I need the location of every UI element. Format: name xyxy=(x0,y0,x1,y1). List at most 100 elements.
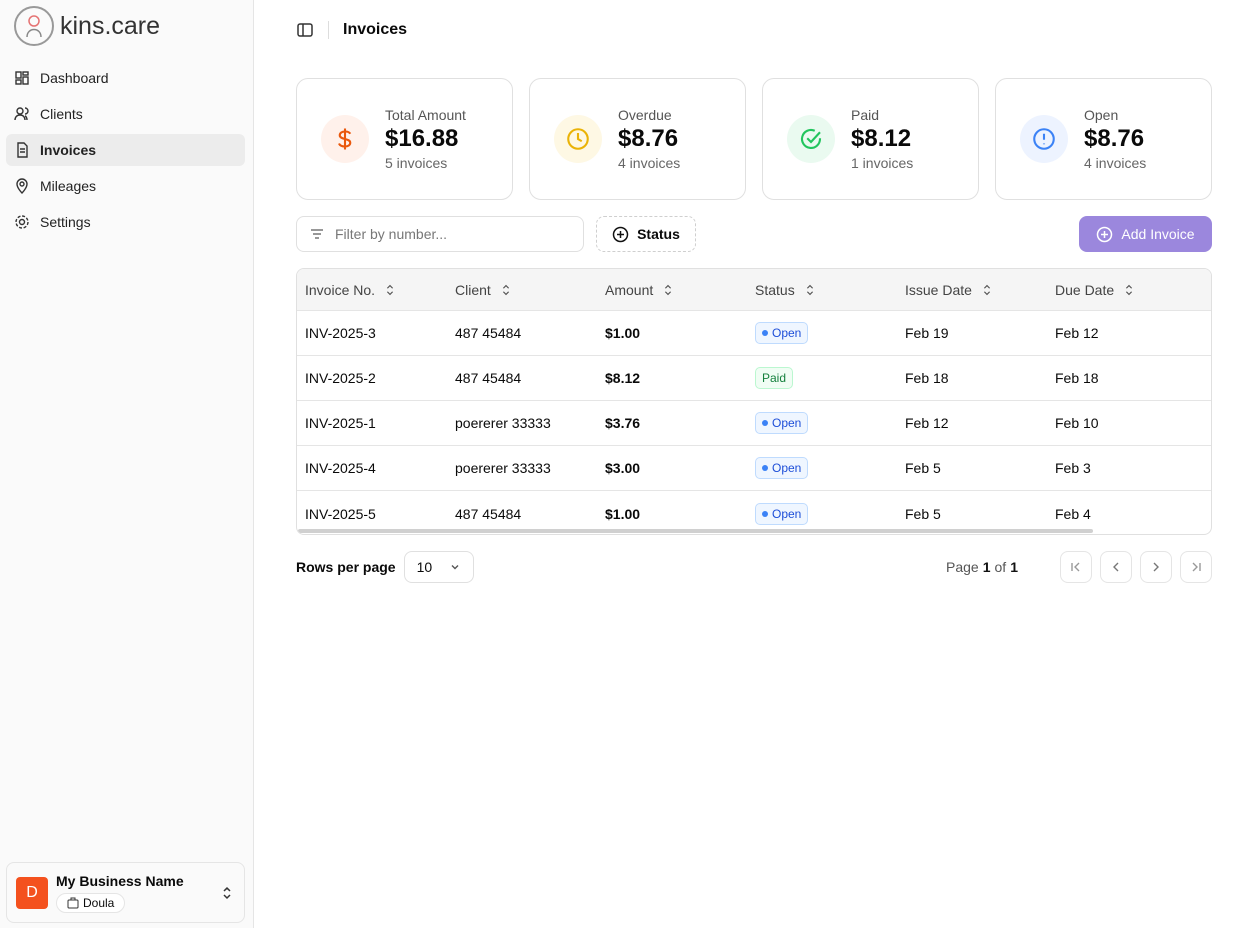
rows-per-page-value: 10 xyxy=(416,559,433,575)
column-header[interactable]: Client xyxy=(447,282,597,298)
filter-placeholder: Filter by number... xyxy=(335,226,448,242)
table-cell: Feb 19 xyxy=(897,325,1047,341)
status-filter-label: Status xyxy=(637,226,680,242)
table-cell: 487 45484 xyxy=(447,370,597,386)
business-switcher[interactable]: D My Business Name Doula xyxy=(6,862,245,923)
status-text: Open xyxy=(772,416,802,430)
sidebar-toggle[interactable] xyxy=(296,21,314,39)
prev-page[interactable] xyxy=(1100,551,1132,583)
logo xyxy=(14,6,54,46)
nav-label: Settings xyxy=(40,214,91,230)
cell-text: Feb 5 xyxy=(905,505,941,522)
brand-name: kins.care xyxy=(60,11,161,40)
filter-input[interactable]: Filter by number... xyxy=(296,216,584,252)
of-label: of xyxy=(994,559,1007,575)
table-row[interactable]: INV-2025-5 487 45484 $1.00 Open Feb 5 Feb 4 xyxy=(297,491,1211,534)
role-badge: Doula xyxy=(56,892,126,913)
cell-text: INV-2025-5 xyxy=(305,505,376,522)
card-text: Overdue $8.76 4 invoices xyxy=(618,107,680,171)
cell-text: INV-2025-3 xyxy=(305,325,376,341)
column-label: Issue Date xyxy=(905,281,972,298)
cell-text: Feb 4 xyxy=(1055,505,1091,522)
table-cell: Open xyxy=(747,412,897,434)
card-amount: $8.76 xyxy=(618,125,679,152)
invoice-table: Invoice No. Client Amount Status Issue Date D… xyxy=(296,268,1212,535)
card-label: Paid xyxy=(851,107,880,123)
nav-item[interactable]: Settings xyxy=(6,206,245,238)
column-header[interactable]: Due Date xyxy=(1047,282,1197,298)
cell-text: Feb 5 xyxy=(905,460,941,476)
table-cell: $1.00 xyxy=(597,325,747,341)
column-header[interactable]: Status xyxy=(747,282,897,298)
nav-label: Dashboard xyxy=(40,70,109,86)
column-header[interactable]: Invoice No. xyxy=(297,282,447,298)
card-text: Total Amount $16.88 5 invoices xyxy=(385,107,466,171)
status-text: Open xyxy=(772,461,802,475)
header: Invoices xyxy=(296,14,407,46)
nav-item[interactable]: Dashboard xyxy=(6,62,245,94)
table-cell: $3.76 xyxy=(597,415,747,431)
cell-text: $1.00 xyxy=(605,505,641,522)
status-dot xyxy=(762,330,768,336)
table-cell: Feb 4 xyxy=(1047,506,1197,522)
table-header: Invoice No. Client Amount Status Issue Date D… xyxy=(297,269,1211,311)
cell-text: Feb 18 xyxy=(905,370,949,386)
table-cell: INV-2025-4 xyxy=(297,460,447,476)
card-icon xyxy=(321,115,369,163)
nav-item[interactable]: Invoices xyxy=(6,134,245,166)
rows-per-page: Rows per page 10 xyxy=(296,551,474,583)
status-badge: Open xyxy=(755,502,809,525)
status-dot xyxy=(762,465,768,471)
nav-item[interactable]: Clients xyxy=(6,98,245,130)
summary-card: Paid $8.12 1 invoices xyxy=(762,78,979,200)
nav-label: Invoices xyxy=(40,142,97,158)
column-header[interactable]: Issue Date xyxy=(897,282,1047,298)
add-invoice-button[interactable]: Add Invoice xyxy=(1079,216,1212,252)
column-label: Amount xyxy=(605,281,654,298)
cell-text: $3.00 xyxy=(605,460,641,476)
nav-item[interactable]: Mileages xyxy=(6,170,245,202)
cell-text: poererer 33333 xyxy=(455,460,551,476)
table-row[interactable]: INV-2025-4 poererer 33333 $3.00 Open Feb 5 Fe… xyxy=(297,446,1211,491)
last-page[interactable] xyxy=(1180,551,1212,583)
card-text: Open $8.76 4 invoices xyxy=(1084,107,1146,171)
column-label: Invoice No. xyxy=(305,281,376,298)
next-page[interactable] xyxy=(1140,551,1172,583)
cell-text: INV-2025-1 xyxy=(305,415,376,431)
status-badge: Open xyxy=(755,412,809,434)
page-title: Invoices xyxy=(343,21,408,38)
status-dot xyxy=(762,510,768,517)
card-amount: $8.12 xyxy=(851,125,912,152)
cell-text: 487 45484 xyxy=(455,370,522,386)
cell-text: 487 45484 xyxy=(455,505,522,522)
table-cell: $3.00 xyxy=(597,460,747,476)
status-badge: Open xyxy=(755,322,809,344)
card-icon xyxy=(554,115,602,163)
status-filter[interactable]: Status xyxy=(596,216,696,252)
nav-label: Mileages xyxy=(40,178,97,194)
cell-text: Feb 12 xyxy=(1055,325,1099,341)
rows-per-page-label: Rows per page xyxy=(296,559,396,575)
card-label: Overdue xyxy=(618,107,672,123)
column-header[interactable]: Amount xyxy=(597,282,747,298)
table-row[interactable]: INV-2025-2 487 45484 $8.12 Paid Feb 18 Feb 18 xyxy=(297,356,1211,401)
column-label: Due Date xyxy=(1055,281,1115,298)
rows-per-page-select[interactable]: 10 xyxy=(403,551,474,583)
card-label: Total Amount xyxy=(385,107,466,123)
table-row[interactable]: INV-2025-3 487 45484 $1.00 Open Feb 19 Feb 12 xyxy=(297,311,1211,356)
table-cell: Feb 5 xyxy=(897,506,1047,522)
table-cell: Open xyxy=(747,322,897,344)
cell-text: Feb 18 xyxy=(1055,370,1099,386)
card-amount: $8.76 xyxy=(1084,125,1145,152)
card-icon xyxy=(787,115,835,163)
first-page[interactable] xyxy=(1060,551,1092,583)
table-cell: Feb 12 xyxy=(897,415,1047,431)
brand[interactable]: kins.care xyxy=(14,6,160,46)
table-cell: 487 45484 xyxy=(447,325,597,341)
table-cell: $8.12 xyxy=(597,370,747,386)
cell-text: Feb 3 xyxy=(1055,460,1091,476)
table-row[interactable]: INV-2025-1 poererer 33333 $3.76 Open Feb 12 F… xyxy=(297,401,1211,446)
table-cell: Feb 3 xyxy=(1047,460,1197,476)
cell-text: Feb 12 xyxy=(905,415,949,431)
